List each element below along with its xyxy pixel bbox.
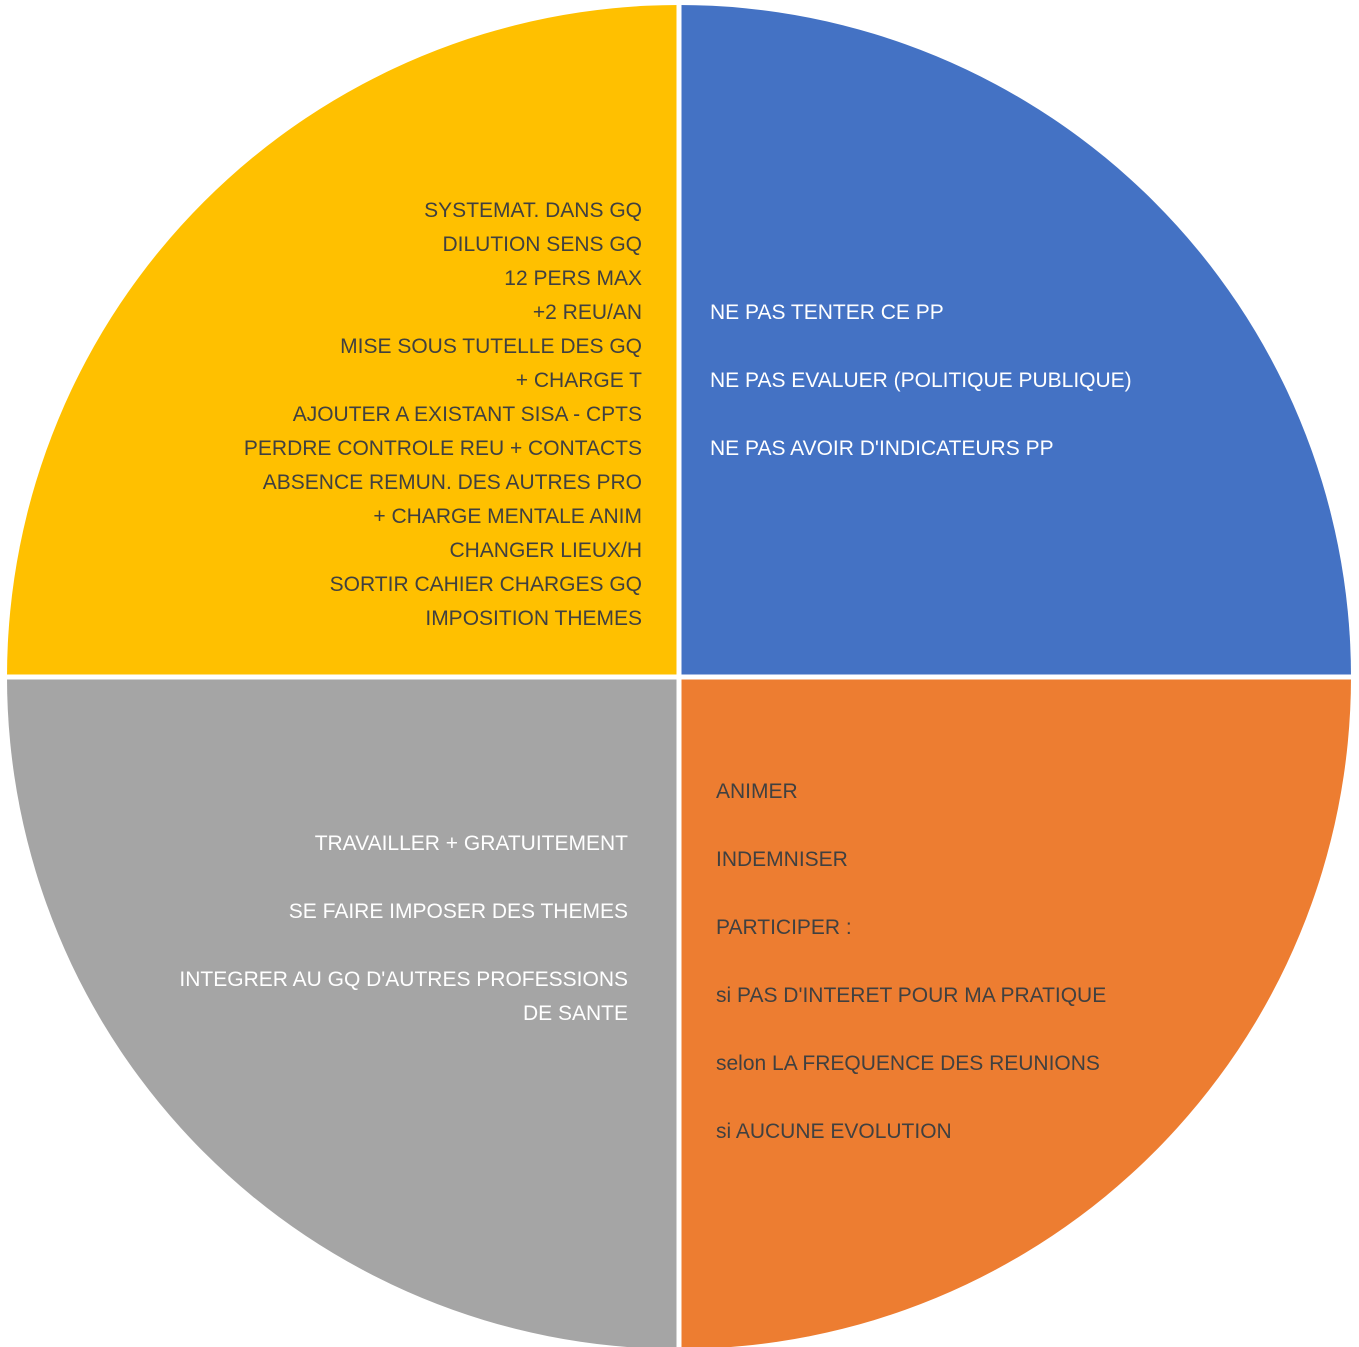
quadrant-bottom-right bbox=[679, 677, 1351, 1347]
tr-line: NE PAS TENTER CE PP bbox=[710, 301, 944, 324]
quadrant-top-left bbox=[7, 5, 679, 677]
quadrant-top-right bbox=[679, 5, 1351, 677]
tl-line: DILUTION SENS GQ bbox=[442, 233, 642, 256]
bl-line: INTEGRER AU GQ D'AUTRES PROFESSIONS bbox=[179, 968, 628, 991]
bl-line: DE SANTE bbox=[522, 1002, 628, 1025]
br-line: selon LA FREQUENCE DES REUNIONS bbox=[716, 1052, 1100, 1075]
tr-line: NE PAS AVOIR D'INDICATEURS PP bbox=[710, 437, 1054, 460]
top-right-text-block: NE PAS TENTER CE PP NE PAS EVALUER (POLI… bbox=[710, 296, 1132, 500]
br-line: ANIMER bbox=[716, 780, 798, 803]
br-line: INDEMNISER bbox=[716, 848, 848, 871]
tl-line: + CHARGE MENTALE ANIM bbox=[373, 505, 642, 528]
tl-line: +2 REU/AN bbox=[532, 301, 642, 324]
br-line: si AUCUNE EVOLUTION bbox=[716, 1120, 952, 1143]
tl-line: IMPOSITION THEMES bbox=[425, 607, 642, 630]
tl-line: 12 PERS MAX bbox=[504, 267, 642, 290]
br-line: si PAS D'INTERET POUR MA PRATIQUE bbox=[716, 984, 1107, 1007]
bottom-left-text-block: TRAVAILLER + GRATUITEMENT SE FAIRE IMPOS… bbox=[179, 827, 628, 1031]
tl-line: PERDRE CONTROLE REU + CONTACTS bbox=[243, 437, 642, 460]
tl-line: CHANGER LIEUX/H bbox=[449, 539, 642, 562]
br-line: PARTICIPER : bbox=[716, 916, 852, 939]
tl-line: ABSENCE REMUN. DES AUTRES PRO bbox=[262, 471, 642, 494]
tl-line: + CHARGE T bbox=[515, 369, 642, 392]
tl-line: SORTIR CAHIER CHARGES GQ bbox=[329, 573, 642, 596]
quadrant-bottom-left bbox=[7, 677, 679, 1347]
tr-line: NE PAS EVALUER (POLITIQUE PUBLIQUE) bbox=[710, 369, 1132, 392]
bottom-right-text-block: ANIMER INDEMNISER PARTICIPER : si PAS D'… bbox=[716, 775, 1106, 1183]
tl-line: SYSTEMAT. DANS GQ bbox=[424, 199, 642, 222]
tl-line: MISE SOUS TUTELLE DES GQ bbox=[340, 335, 642, 358]
bl-line: TRAVAILLER + GRATUITEMENT bbox=[314, 832, 628, 855]
tl-line: AJOUTER A EXISTANT SISA - CPTS bbox=[292, 403, 642, 426]
top-left-text-block: SYSTEMAT. DANS GQ DILUTION SENS GQ 12 PE… bbox=[244, 194, 642, 636]
bl-line: SE FAIRE IMPOSER DES THEMES bbox=[288, 900, 628, 923]
